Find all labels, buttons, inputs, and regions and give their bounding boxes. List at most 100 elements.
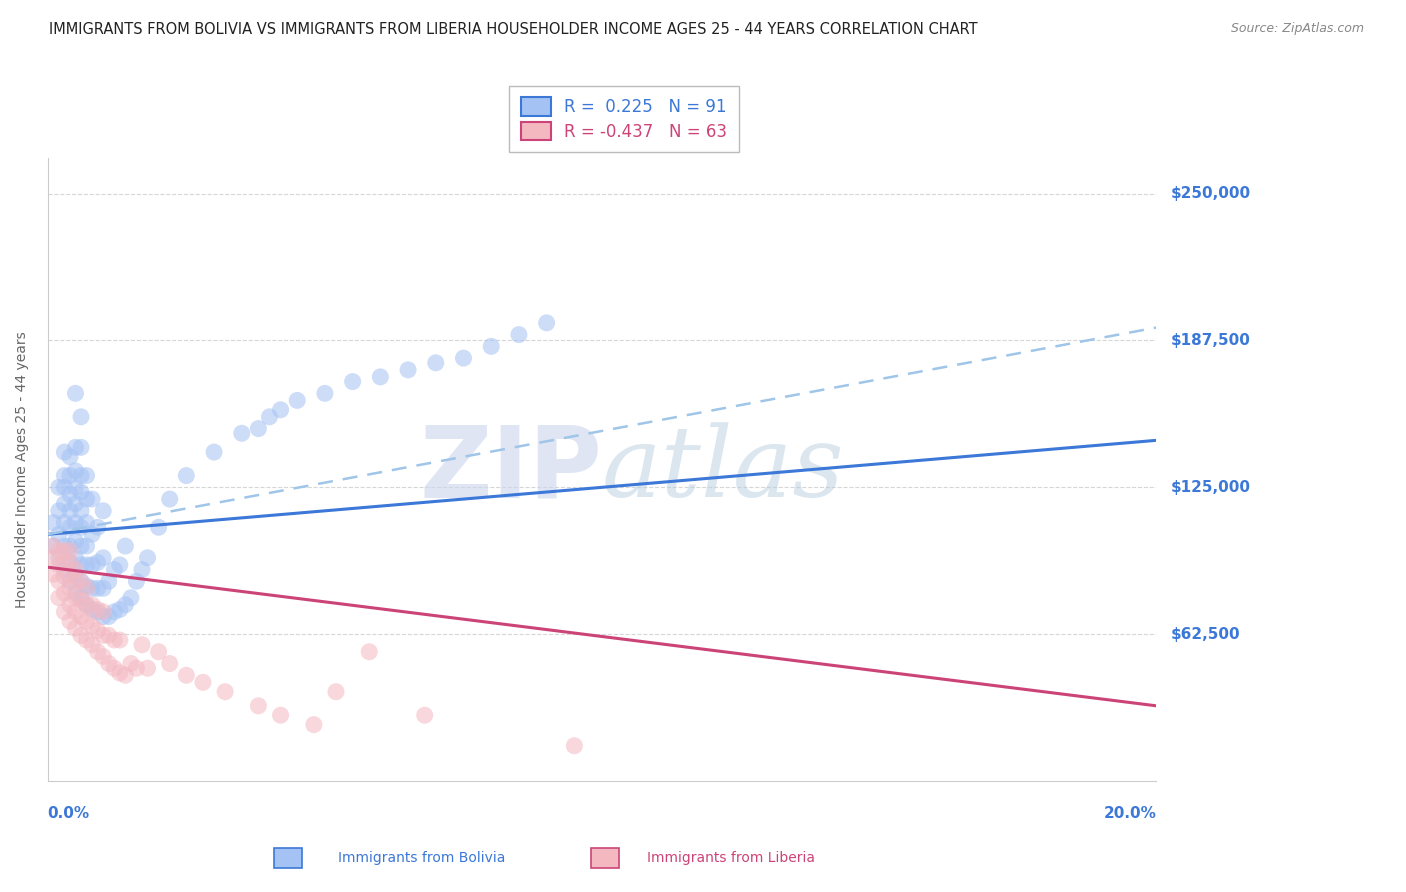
Point (42, 516, 65, 530)
Point (159, 657, 181, 671)
Point (76, 558, 98, 572)
Point (103, 563, 125, 577)
Point (70, 468, 93, 483)
Point (70, 558, 93, 572)
Point (65, 621, 87, 635)
Point (53, 586, 76, 600)
Point (82, 558, 104, 572)
Point (42, 550, 65, 565)
Point (91, 609, 114, 624)
Point (48, 574, 70, 589)
Point (76, 579, 98, 593)
Point (65, 574, 87, 589)
Point (86, 645, 108, 659)
Point (70, 609, 93, 624)
Point (59, 543, 82, 558)
Point (53, 569, 76, 583)
Point (70, 591, 93, 605)
Point (82, 619, 104, 633)
Point (97, 628, 120, 642)
Legend: R =  0.225   N = 91, R = -0.437   N = 63: R = 0.225 N = 91, R = -0.437 N = 63 (509, 86, 740, 153)
Point (53, 480, 76, 494)
Point (53, 445, 76, 459)
Point (59, 567, 82, 582)
Point (65, 550, 87, 565)
Point (359, 645, 381, 659)
Point (114, 539, 136, 553)
Point (53, 468, 76, 483)
Point (53, 556, 76, 570)
Point (48, 591, 70, 605)
Point (97, 574, 120, 589)
Point (86, 602, 108, 616)
Point (91, 605, 114, 619)
Point (231, 426, 253, 441)
Point (42, 539, 65, 553)
Point (91, 550, 114, 565)
Point (131, 563, 153, 577)
Text: 20.0%: 20.0% (1104, 805, 1156, 821)
Point (59, 598, 82, 612)
Point (48, 558, 70, 572)
Point (76, 539, 98, 553)
Point (76, 598, 98, 612)
Point (125, 661, 148, 675)
Point (70, 593, 93, 607)
Point (59, 520, 82, 534)
Point (103, 633, 125, 648)
Point (76, 614, 98, 628)
Point (48, 504, 70, 518)
Point (70, 574, 93, 589)
Point (59, 468, 82, 483)
Point (86, 582, 108, 596)
Point (108, 633, 131, 648)
Point (76, 633, 98, 648)
Point (136, 661, 159, 675)
Point (65, 497, 87, 511)
Point (91, 628, 114, 642)
Y-axis label: Householder Income Ages 25 - 44 years: Householder Income Ages 25 - 44 years (15, 331, 30, 608)
Point (65, 464, 87, 478)
Point (564, 739, 586, 753)
Point (120, 657, 142, 671)
Point (202, 445, 225, 459)
Text: $250,000: $250,000 (1170, 186, 1250, 201)
Point (65, 441, 87, 455)
Text: 0.0%: 0.0% (48, 805, 90, 821)
Point (53, 563, 76, 577)
Point (70, 539, 93, 553)
Point (176, 468, 198, 483)
Point (42, 539, 65, 553)
Point (48, 527, 70, 541)
Point (70, 485, 93, 500)
Point (86, 556, 108, 570)
Point (82, 598, 104, 612)
Point (325, 684, 347, 698)
Text: $187,500: $187,500 (1170, 333, 1250, 348)
Point (247, 698, 270, 713)
Point (148, 520, 170, 534)
Text: Immigrants from Liberia: Immigrants from Liberia (647, 851, 815, 865)
Point (76, 491, 98, 506)
Point (65, 480, 87, 494)
Text: Immigrants from Bolivia: Immigrants from Bolivia (337, 851, 506, 865)
Point (59, 504, 82, 518)
Point (53, 497, 76, 511)
Text: ZIP: ZIP (419, 421, 602, 518)
Point (114, 598, 136, 612)
Point (536, 316, 558, 330)
Point (76, 598, 98, 612)
Point (70, 628, 93, 642)
Point (259, 409, 281, 424)
Point (97, 609, 120, 624)
Point (70, 504, 93, 518)
Point (59, 556, 82, 570)
Point (76, 468, 98, 483)
Point (370, 370, 392, 384)
Point (82, 527, 104, 541)
Point (59, 539, 82, 553)
Point (65, 386, 87, 401)
Point (70, 441, 93, 455)
Point (270, 708, 292, 723)
Point (159, 491, 181, 506)
